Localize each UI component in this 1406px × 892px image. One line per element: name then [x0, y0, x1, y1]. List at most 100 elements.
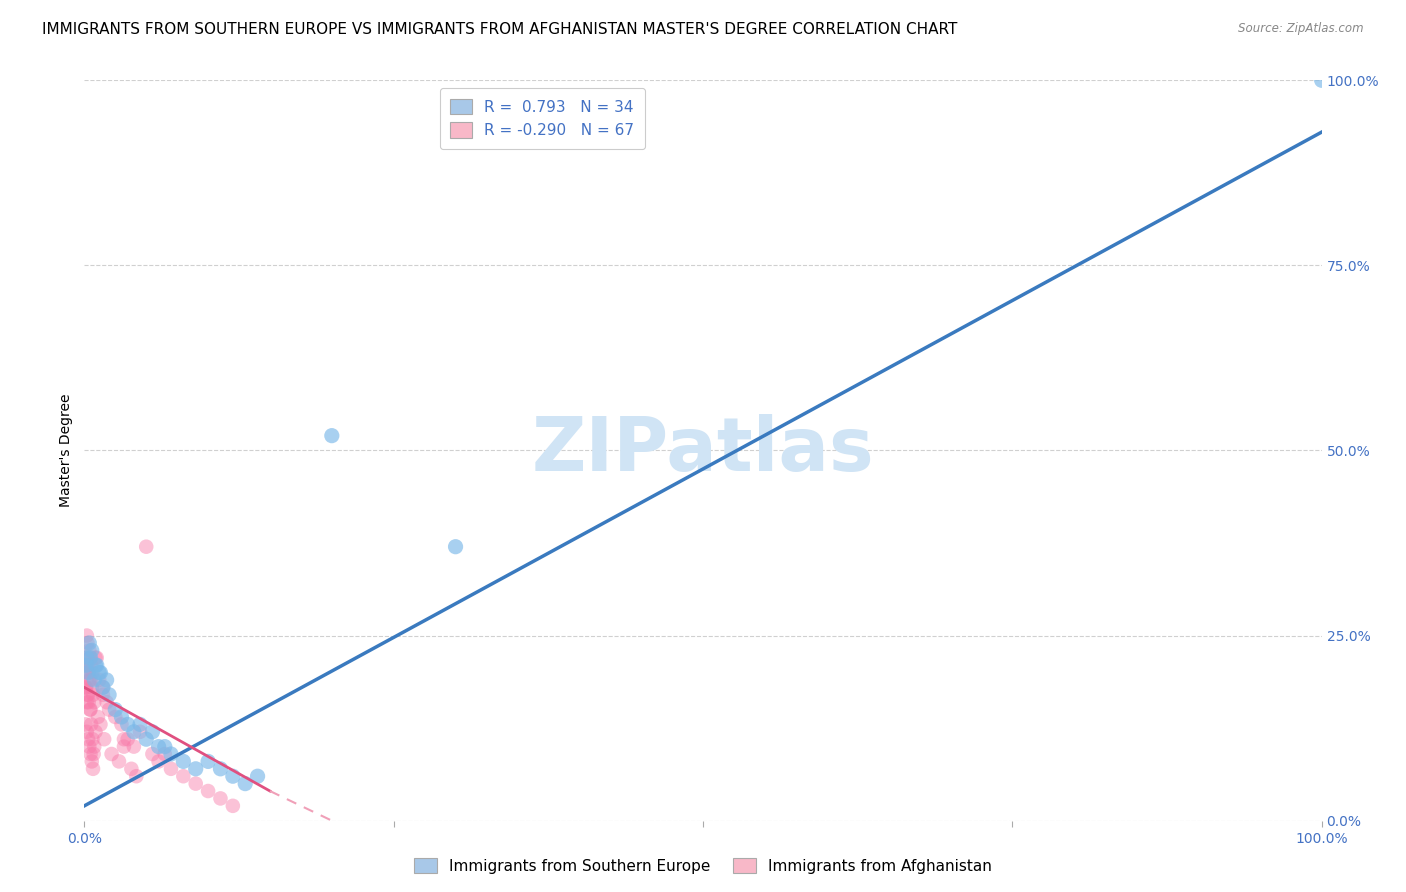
Point — [77, 732, 100, 747]
Legend: Immigrants from Southern Europe, Immigrants from Afghanistan: Immigrants from Southern Europe, Immigra… — [408, 852, 998, 880]
Point — [89, 665, 111, 680]
Point — [84, 650, 107, 665]
Legend: R =  0.793   N = 34, R = -0.290   N = 67: R = 0.793 N = 34, R = -0.290 N = 67 — [440, 88, 645, 149]
Point — [75, 665, 97, 680]
Point — [125, 769, 148, 783]
Point — [82, 762, 104, 776]
Point — [120, 762, 142, 776]
Point — [76, 636, 98, 650]
Point — [110, 717, 132, 731]
Point — [79, 636, 101, 650]
Point — [79, 673, 101, 687]
Point — [184, 762, 207, 776]
Point — [76, 695, 98, 709]
Point — [135, 732, 157, 747]
Point — [148, 739, 170, 754]
Point — [82, 688, 104, 702]
Point — [77, 688, 100, 702]
Point — [75, 658, 97, 673]
Point — [83, 739, 105, 754]
Point — [172, 769, 194, 783]
Point — [82, 665, 104, 680]
Point — [91, 681, 114, 695]
Point — [112, 739, 135, 754]
Point — [104, 703, 127, 717]
Point — [104, 710, 127, 724]
Point — [80, 643, 103, 657]
Point — [79, 739, 101, 754]
Point — [77, 658, 100, 673]
Point — [222, 798, 245, 813]
Text: ZIPatlas: ZIPatlas — [531, 414, 875, 487]
Point — [89, 673, 111, 687]
Point — [96, 695, 118, 709]
Point — [135, 540, 157, 554]
Point — [209, 762, 232, 776]
Point — [108, 755, 131, 769]
Point — [80, 681, 103, 695]
Point — [86, 658, 108, 673]
Point — [80, 755, 103, 769]
Point — [89, 717, 111, 731]
Point — [84, 658, 107, 673]
Point — [79, 703, 101, 717]
Point — [76, 688, 98, 702]
Point — [246, 769, 269, 783]
Point — [83, 695, 105, 709]
Text: IMMIGRANTS FROM SOUTHERN EUROPE VS IMMIGRANTS FROM AFGHANISTAN MASTER'S DEGREE C: IMMIGRANTS FROM SOUTHERN EUROPE VS IMMIG… — [42, 22, 957, 37]
Point — [129, 724, 152, 739]
Point — [129, 717, 152, 731]
Point — [112, 732, 135, 747]
Point — [184, 776, 207, 791]
Point — [75, 681, 97, 695]
Point — [141, 747, 163, 761]
Point — [77, 695, 100, 709]
Point — [83, 747, 105, 761]
Point — [122, 724, 145, 739]
Point — [117, 717, 139, 731]
Point — [197, 755, 219, 769]
Point — [75, 717, 97, 731]
Point — [76, 650, 98, 665]
Point — [160, 747, 183, 761]
Point — [87, 710, 110, 724]
Point — [91, 688, 114, 702]
Point — [153, 739, 176, 754]
Point — [75, 681, 97, 695]
Point — [79, 703, 101, 717]
Point — [82, 732, 104, 747]
Point — [77, 665, 100, 680]
Point — [79, 650, 101, 665]
Point — [93, 732, 115, 747]
Point — [148, 755, 170, 769]
Point — [91, 681, 114, 695]
Point — [110, 710, 132, 724]
Point — [321, 428, 343, 442]
Point — [80, 717, 103, 731]
Point — [83, 673, 105, 687]
Point — [98, 688, 121, 702]
Text: Source: ZipAtlas.com: Source: ZipAtlas.com — [1239, 22, 1364, 36]
Point — [98, 703, 121, 717]
Point — [209, 791, 232, 805]
Point — [75, 658, 97, 673]
Point — [233, 776, 256, 791]
Y-axis label: Master's Degree: Master's Degree — [59, 393, 73, 508]
Point — [100, 747, 122, 761]
Point — [77, 665, 100, 680]
Point — [222, 769, 245, 783]
Point — [444, 540, 467, 554]
Point — [160, 762, 183, 776]
Point — [80, 658, 103, 673]
Point — [79, 747, 101, 761]
Point — [86, 650, 108, 665]
Point — [79, 673, 101, 687]
Point — [96, 673, 118, 687]
Point — [1310, 73, 1333, 87]
Point — [197, 784, 219, 798]
Point — [76, 628, 98, 642]
Point — [122, 739, 145, 754]
Point — [172, 755, 194, 769]
Point — [79, 650, 101, 665]
Point — [153, 747, 176, 761]
